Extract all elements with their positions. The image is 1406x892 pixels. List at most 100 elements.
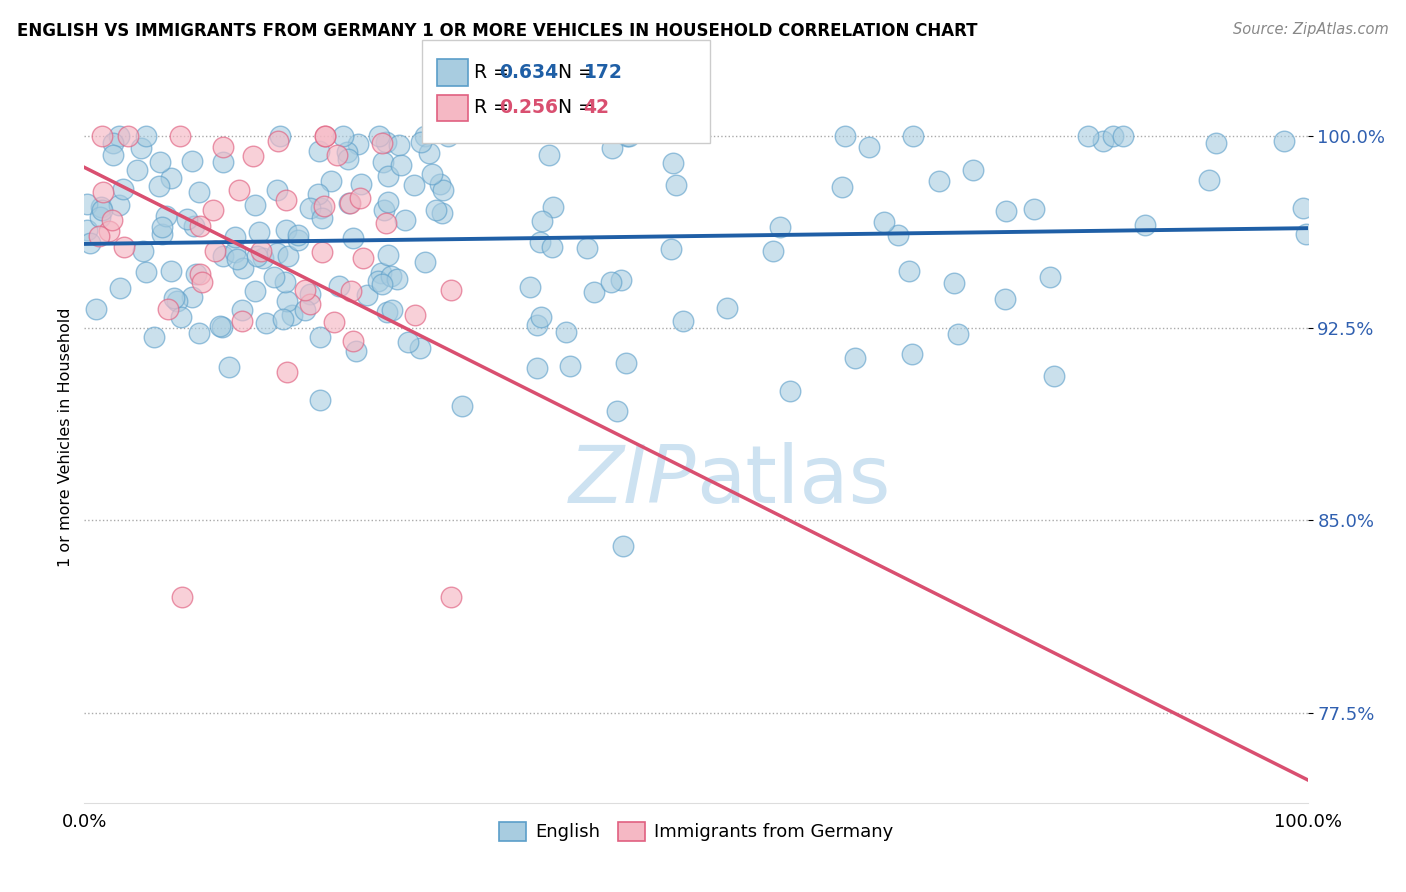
Point [375, 135, 398, 149]
Point [172, 591, 194, 605]
Point [374, 216, 396, 230]
Text: ZIP: ZIP [568, 442, 696, 520]
Point [166, 293, 188, 308]
Point [834, 128, 856, 143]
Point [404, 308, 426, 322]
Point [254, 316, 277, 330]
Point [897, 264, 920, 278]
Point [132, 244, 155, 258]
Point [249, 244, 271, 258]
Point [311, 244, 333, 259]
Point [271, 312, 294, 326]
Point [858, 140, 880, 154]
Point [246, 249, 269, 263]
Point [1077, 128, 1099, 143]
Text: 0.256: 0.256 [499, 98, 558, 118]
Point [267, 134, 290, 148]
Point [502, 822, 524, 836]
Point [232, 260, 254, 275]
Point [287, 234, 309, 248]
Point [555, 325, 578, 339]
Point [252, 251, 274, 265]
Point [76, 222, 98, 236]
Point [101, 136, 124, 150]
Point [662, 156, 685, 170]
Point [873, 214, 896, 228]
Point [274, 193, 297, 207]
Point [155, 209, 177, 223]
Point [413, 128, 436, 143]
Point [242, 149, 264, 163]
Point [344, 343, 367, 358]
Point [263, 270, 285, 285]
Point [394, 212, 416, 227]
Point [90, 200, 112, 214]
Point [380, 268, 402, 283]
Point [371, 155, 394, 169]
Point [948, 326, 970, 341]
Point [274, 223, 297, 237]
Point [339, 196, 361, 211]
Point [127, 163, 149, 178]
Point [367, 274, 389, 288]
Point [156, 302, 179, 317]
Point [1272, 134, 1295, 148]
Text: R =: R = [474, 98, 515, 118]
Point [340, 284, 363, 298]
Point [450, 399, 472, 413]
Point [307, 186, 329, 201]
Point [211, 320, 233, 334]
Point [169, 128, 191, 143]
Point [107, 198, 129, 212]
Point [342, 334, 364, 348]
Point [430, 206, 453, 220]
Text: atlas: atlas [696, 442, 890, 520]
Point [202, 203, 225, 218]
Point [103, 148, 125, 162]
Point [659, 242, 682, 256]
Point [381, 303, 404, 318]
Point [299, 297, 322, 311]
Point [322, 315, 344, 329]
Point [276, 366, 298, 380]
Point [163, 292, 186, 306]
Point [371, 277, 394, 291]
Point [716, 301, 738, 315]
Point [319, 174, 342, 188]
Point [337, 195, 360, 210]
Point [844, 351, 866, 366]
Point [540, 240, 562, 254]
Point [429, 177, 451, 191]
Point [91, 203, 114, 218]
Point [218, 360, 240, 375]
Point [1198, 173, 1220, 187]
Point [440, 591, 463, 605]
Point [188, 267, 211, 281]
Y-axis label: 1 or more Vehicles in Household: 1 or more Vehicles in Household [58, 308, 73, 566]
Text: 0.634: 0.634 [499, 62, 558, 82]
Point [135, 265, 157, 279]
Point [228, 183, 250, 197]
Point [108, 128, 131, 143]
Point [600, 140, 623, 154]
Point [582, 285, 605, 299]
Point [328, 279, 350, 293]
Point [409, 341, 432, 355]
Point [356, 288, 378, 302]
Point [886, 227, 908, 242]
Point [287, 227, 309, 242]
Point [519, 279, 541, 293]
Point [184, 268, 207, 282]
Point [311, 211, 333, 226]
Point [188, 185, 211, 199]
Point [337, 153, 360, 167]
Point [266, 183, 288, 197]
Point [995, 204, 1018, 219]
Point [308, 144, 330, 158]
Point [277, 249, 299, 263]
Point [388, 137, 411, 152]
Point [314, 128, 336, 143]
Point [204, 244, 226, 259]
Point [212, 249, 235, 263]
Point [377, 248, 399, 262]
